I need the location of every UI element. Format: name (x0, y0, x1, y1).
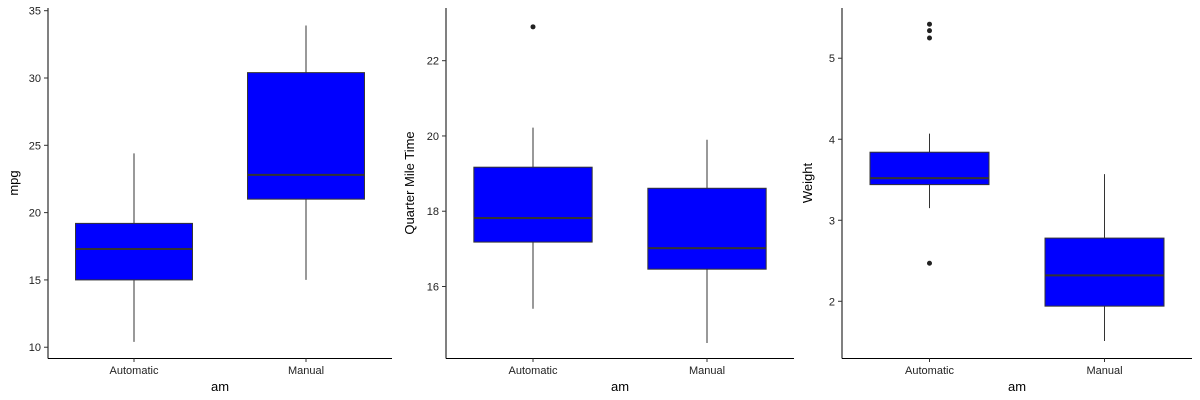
y-axis-title: Weight (800, 163, 815, 204)
outlier-point (927, 21, 932, 27)
x-axis-title: am (1008, 379, 1026, 394)
box-manual (1044, 237, 1165, 307)
x-axis-title: am (611, 379, 629, 394)
y-tick-label: 20 (29, 208, 41, 220)
mpg-boxplot-panel: 10 15 20 25 30 35 Automatic Manual am mpg (0, 0, 400, 400)
y-tick-label: 18 (427, 206, 439, 218)
y-tick-label: 2 (829, 296, 835, 308)
quarter-mile-boxplot: 16 18 20 22 Automatic Manual am Quarter Mile Ti… (402, 8, 794, 394)
weight-boxplot: 2 3 4 5 Automatic Manual am Weight (800, 8, 1192, 394)
y-tick-label: 3 (829, 215, 835, 227)
x-tick-label: Automatic (509, 365, 558, 377)
y-tick-label: 5 (829, 53, 835, 65)
y-tick-label: 16 (427, 281, 439, 293)
y-tick-label: 22 (427, 56, 439, 68)
box-manual (247, 72, 365, 200)
weight-boxplot-panel: 2 3 4 5 Automatic Manual am Weight (800, 0, 1200, 400)
y-tick-label: 4 (829, 134, 835, 146)
x-tick-label: Automatic (110, 365, 159, 377)
outlier-point (530, 24, 536, 30)
box-automatic (473, 166, 593, 243)
y-tick-label: 35 (29, 6, 41, 18)
x-tick-label: Manual (288, 365, 324, 377)
box-automatic (869, 151, 990, 186)
mpg-boxplot: 10 15 20 25 30 35 Automatic Manual am mpg (6, 6, 392, 394)
box-manual (647, 187, 767, 270)
y-tick-label: 15 (29, 275, 41, 287)
y-axis-title: Quarter Mile Time (402, 131, 417, 234)
x-tick-label: Automatic (905, 365, 954, 377)
y-tick-label: 10 (29, 342, 41, 354)
box-automatic (75, 222, 193, 281)
x-tick-label: Manual (689, 365, 725, 377)
outlier-point (927, 28, 932, 34)
x-tick-label: Manual (1086, 365, 1122, 377)
outlier-point (927, 35, 932, 41)
y-tick-label: 20 (427, 131, 439, 143)
y-tick-label: 25 (29, 140, 41, 152)
outlier-point (927, 260, 932, 266)
x-axis-title: am (211, 379, 229, 394)
y-axis-title: mpg (6, 170, 21, 195)
qsec-boxplot-panel: 16 18 20 22 Automatic Manual am Quarter Mile Ti… (400, 0, 800, 400)
y-tick-label: 30 (29, 73, 41, 85)
